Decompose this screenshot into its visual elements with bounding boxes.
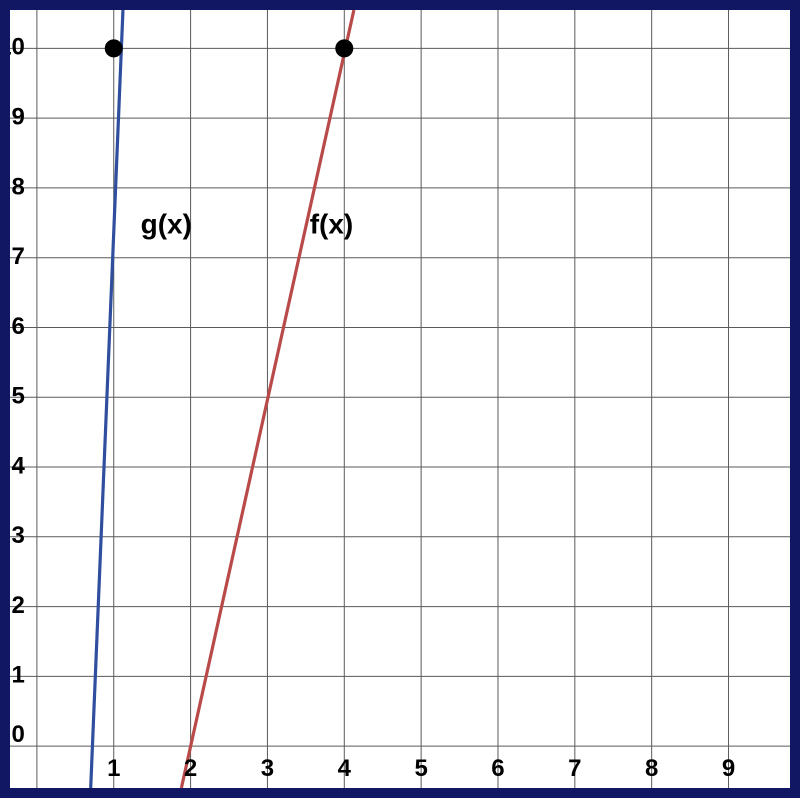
- x-tick-label: 4: [338, 755, 352, 782]
- data-point-0: [105, 39, 123, 57]
- x-tick-label: 9: [722, 755, 735, 782]
- y-tick-label: 5: [12, 383, 25, 410]
- x-tick-label: 8: [645, 755, 658, 782]
- data-point-1: [335, 39, 353, 57]
- x-tick-label: 2: [184, 755, 197, 782]
- y-tick-label: 2: [12, 592, 25, 619]
- x-tick-label: 7: [568, 755, 581, 782]
- chart-svg: 012345678910123456789f(x)g(x): [0, 0, 800, 798]
- y-tick-label: 1: [12, 662, 25, 689]
- line-chart: 012345678910123456789f(x)g(x): [0, 0, 800, 798]
- y-tick-label: 6: [12, 313, 25, 340]
- x-tick-label: 1: [107, 755, 120, 782]
- y-tick-label: 3: [12, 522, 25, 549]
- y-tick-label: 8: [12, 173, 25, 200]
- y-tick-label: 7: [12, 243, 25, 270]
- y-tick-label: 9: [12, 103, 25, 130]
- series-label-f(x): f(x): [310, 208, 354, 239]
- series-label-g(x): g(x): [141, 208, 192, 239]
- x-tick-label: 5: [414, 755, 427, 782]
- x-tick-label: 3: [261, 755, 274, 782]
- y-tick-label: 0: [12, 721, 25, 748]
- x-tick-label: 6: [491, 755, 504, 782]
- y-tick-label: 4: [12, 452, 26, 479]
